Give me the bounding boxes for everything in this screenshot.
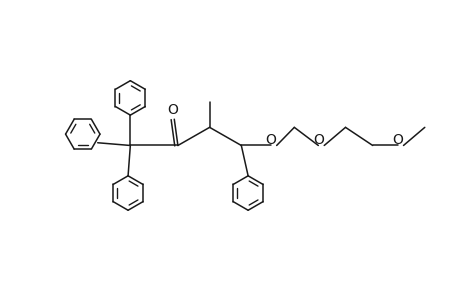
Text: O: O (167, 103, 178, 117)
Text: O: O (392, 133, 402, 147)
Text: O: O (265, 133, 275, 147)
Text: O: O (312, 133, 323, 147)
